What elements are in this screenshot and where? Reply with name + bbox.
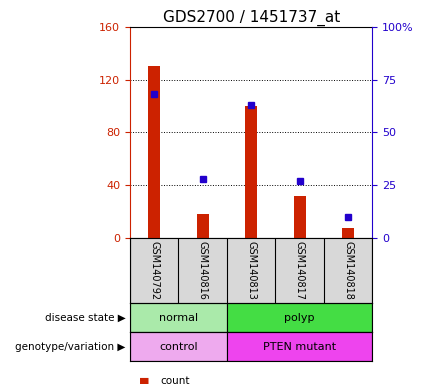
Text: normal: normal bbox=[159, 313, 198, 323]
Title: GDS2700 / 1451737_at: GDS2700 / 1451737_at bbox=[162, 9, 340, 25]
Bar bbox=[130, 332, 227, 361]
Bar bbox=[148, 66, 160, 238]
Text: GSM140792: GSM140792 bbox=[149, 241, 159, 300]
Bar bbox=[197, 214, 209, 238]
Text: GSM140813: GSM140813 bbox=[246, 241, 256, 300]
Text: disease state ▶: disease state ▶ bbox=[45, 313, 126, 323]
Bar bbox=[245, 106, 257, 238]
Text: control: control bbox=[159, 341, 198, 352]
Text: GSM140816: GSM140816 bbox=[197, 241, 208, 300]
Bar bbox=[130, 303, 227, 332]
Text: GSM140817: GSM140817 bbox=[294, 241, 305, 300]
Text: ■: ■ bbox=[139, 376, 149, 384]
Bar bbox=[294, 196, 306, 238]
Text: genotype/variation ▶: genotype/variation ▶ bbox=[15, 341, 126, 352]
Text: GSM140818: GSM140818 bbox=[343, 241, 353, 300]
Text: PTEN mutant: PTEN mutant bbox=[263, 341, 336, 352]
Bar bbox=[342, 227, 354, 238]
Bar bbox=[227, 332, 372, 361]
Bar bbox=[227, 303, 372, 332]
Text: count: count bbox=[160, 376, 190, 384]
Text: polyp: polyp bbox=[284, 313, 315, 323]
